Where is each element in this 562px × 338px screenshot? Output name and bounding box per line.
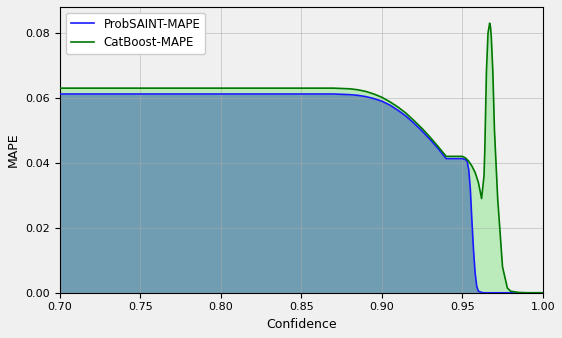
CatBoost-MAPE xyxy=(282,86,289,90)
Legend: ProbSAINT-MAPE, CatBoost-MAPE: ProbSAINT-MAPE, CatBoost-MAPE xyxy=(66,13,205,54)
ProbSAINT-MAPE xyxy=(378,99,385,103)
X-axis label: Confidence: Confidence xyxy=(266,318,337,331)
CatBoost-MAPE xyxy=(137,86,144,90)
ProbSAINT-MAPE xyxy=(499,291,506,295)
CatBoost-MAPE xyxy=(427,135,433,139)
CatBoost-MAPE xyxy=(482,148,488,152)
ProbSAINT-MAPE xyxy=(435,147,442,151)
ProbSAINT-MAPE xyxy=(540,291,546,295)
ProbSAINT-MAPE xyxy=(451,156,457,161)
Y-axis label: MAPE: MAPE xyxy=(7,132,20,167)
Line: ProbSAINT-MAPE: ProbSAINT-MAPE xyxy=(60,94,543,293)
CatBoost-MAPE xyxy=(72,86,79,90)
CatBoost-MAPE xyxy=(540,291,546,295)
Line: CatBoost-MAPE: CatBoost-MAPE xyxy=(60,23,543,293)
CatBoost-MAPE xyxy=(523,291,530,295)
CatBoost-MAPE xyxy=(185,86,192,90)
CatBoost-MAPE xyxy=(57,86,64,90)
ProbSAINT-MAPE xyxy=(105,92,112,96)
ProbSAINT-MAPE xyxy=(57,92,64,96)
ProbSAINT-MAPE xyxy=(482,291,488,295)
ProbSAINT-MAPE xyxy=(330,92,337,96)
CatBoost-MAPE xyxy=(486,21,493,25)
